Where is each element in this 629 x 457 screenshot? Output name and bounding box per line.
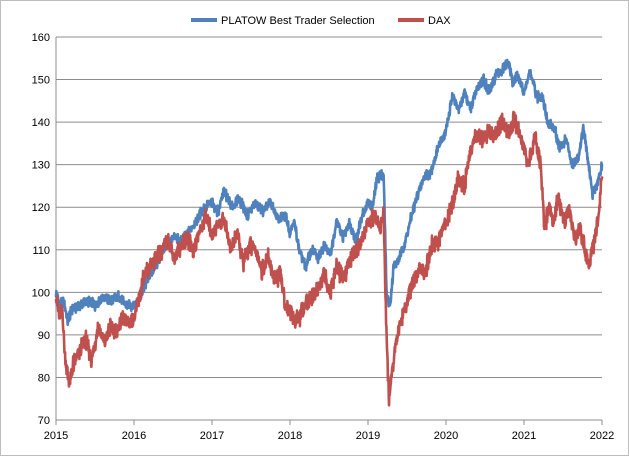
y-tick-label: 70 <box>38 415 50 427</box>
x-tick-label: 2022 <box>590 430 614 442</box>
y-tick-label: 120 <box>32 202 50 214</box>
y-tick-label: 90 <box>38 330 50 342</box>
y-tick-label: 150 <box>32 75 50 87</box>
legend-label: DAX <box>428 15 451 27</box>
x-tick-label: 2017 <box>200 430 224 442</box>
x-tick-label: 2015 <box>44 430 68 442</box>
x-tick-label: 2021 <box>512 430 536 442</box>
y-tick-label: 110 <box>32 245 50 257</box>
y-tick-label: 80 <box>38 372 50 384</box>
y-tick-label: 140 <box>32 117 50 129</box>
legend-label: PLATOW Best Trader Selection <box>221 15 375 27</box>
x-tick-label: 2016 <box>122 430 146 442</box>
axes: 70 80 90 100 110 120 130 140 150 160 2015 2016 2017 2… <box>32 32 615 442</box>
x-tick-label: 2020 <box>434 430 458 442</box>
x-tick-label: 2018 <box>278 430 302 442</box>
x-tick-label: 2019 <box>356 430 380 442</box>
y-tick-label: 160 <box>32 32 50 44</box>
series-lines <box>54 58 604 407</box>
legend: PLATOW Best Trader Selection DAX <box>191 15 451 27</box>
y-tick-label: 100 <box>32 287 50 299</box>
y-tick-label: 130 <box>32 160 50 172</box>
gridlines <box>56 36 602 421</box>
series-line-dax <box>54 110 604 407</box>
